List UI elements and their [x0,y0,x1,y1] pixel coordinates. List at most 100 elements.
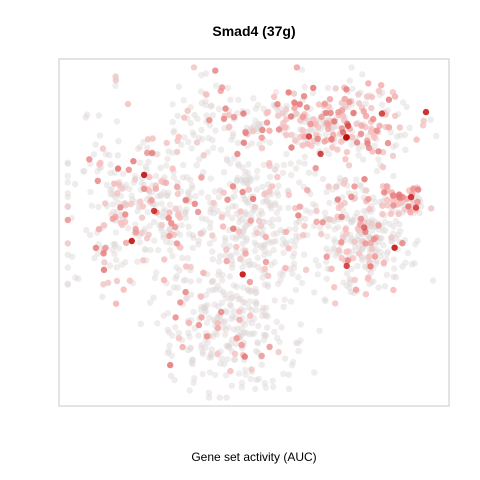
data-point [255,322,262,330]
data-point [289,253,297,260]
data-point [142,246,149,253]
data-point [298,279,306,287]
data-point [381,283,389,290]
data-point [247,177,255,184]
data-point [102,200,109,207]
data-point [233,292,240,300]
data-point [237,295,244,302]
data-point [301,222,308,230]
data-point [292,165,300,172]
data-point [235,296,243,303]
data-point [72,274,79,281]
data-point [238,325,245,332]
data-point [163,238,170,245]
data-point [209,256,216,263]
data-point [243,211,250,218]
data-point [299,142,306,149]
data-point [183,295,190,302]
data-point [271,259,278,266]
data-point [343,148,351,156]
data-point [202,102,209,109]
data-point [255,263,262,271]
data-point [190,131,198,139]
data-point [147,246,154,254]
data-point [288,237,295,245]
data-point [64,280,72,287]
data-point [220,360,228,368]
data-point [350,217,357,224]
data-point [207,206,214,213]
data-point [250,95,257,102]
data-point [212,371,219,379]
data-point [375,87,382,95]
data-point [407,209,414,216]
data-point [227,367,234,375]
data-point [205,134,212,142]
data-point [92,141,99,148]
data-point [238,177,245,184]
data-point [395,200,402,208]
data-point [412,241,419,248]
data-point [262,247,269,255]
data-point [230,282,238,289]
data-point [176,231,184,238]
data-point [99,293,106,300]
data-point [209,205,216,213]
data-point [260,161,268,168]
data-point [202,216,210,223]
data-point [296,203,303,210]
data-point [75,275,82,282]
data-point [214,282,221,290]
data-point [415,186,422,193]
data-point [270,383,277,391]
data-point [166,225,173,233]
data-point [349,255,357,262]
data-point [151,237,158,244]
data-point [64,240,72,247]
data-point [210,199,217,207]
data-point [197,230,205,237]
data-point [292,225,299,233]
data-point [249,195,257,203]
data-point [238,216,245,223]
data-point [86,231,94,239]
data-point [148,149,156,157]
data-point [394,231,402,239]
data-point [165,214,172,222]
data-point [187,345,194,352]
data-point [275,216,282,223]
data-point [310,84,317,92]
data-point [229,183,237,190]
data-point [253,300,260,308]
data-point [182,263,190,270]
data-point [64,172,72,180]
data-point [275,280,282,288]
data-point [264,108,272,116]
data-point [350,109,357,117]
data-point [277,276,284,284]
data-point [297,321,304,328]
data-point [291,264,298,271]
data-point [199,370,206,378]
data-point [304,128,311,135]
data-point [255,121,263,128]
data-point [171,376,178,384]
data-point [270,231,277,238]
data-point [223,295,230,302]
data-point [397,132,404,139]
data-point [197,306,205,314]
data-point [224,210,231,218]
data-point [397,228,404,235]
data-point [218,84,226,91]
data-point [144,144,151,151]
data-point [368,227,376,234]
data-point [237,255,244,263]
data-point [208,278,216,286]
data-point [338,213,345,220]
data-point [304,140,311,147]
data-point [247,261,254,268]
data-point [91,254,98,262]
data-point [265,201,273,208]
data-point [246,278,254,286]
data-point [239,240,246,247]
